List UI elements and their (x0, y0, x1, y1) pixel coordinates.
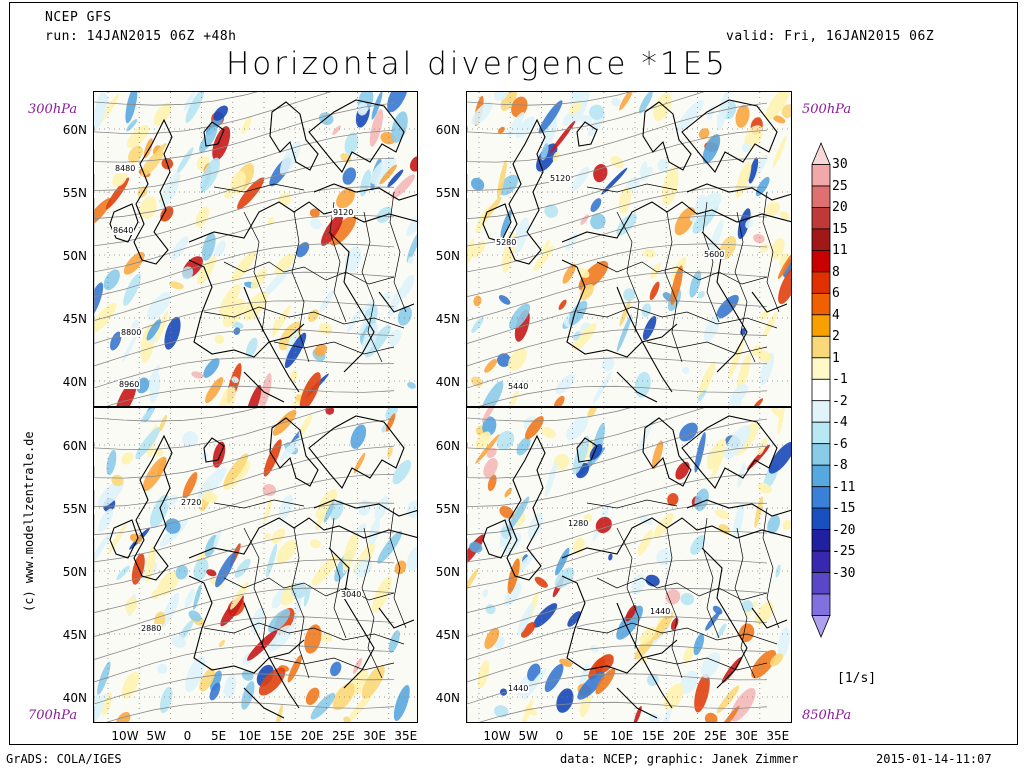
colorbar-label: 1 (832, 351, 840, 366)
lon-tick-label: 15E (641, 729, 665, 743)
lon-tick-label: 15E (269, 729, 293, 743)
lon-tick-label: 5W (146, 729, 166, 743)
level-label-300: 300hPa (28, 102, 78, 117)
lat-tick-label: 55N (435, 186, 460, 200)
lat-tick-label: 60N (62, 123, 87, 137)
lon-tick-label: 0 (555, 729, 564, 743)
map-panel-700hpa: 2720 3040 2880 (93, 407, 418, 723)
colorbar-label: 15 (832, 222, 848, 237)
colorbar-label: -1 (832, 372, 848, 387)
lat-tick-label: 55N (62, 502, 87, 516)
contour-label: 5120 (549, 174, 572, 183)
level-label-500: 500hPa (802, 102, 852, 117)
lat-tick-label: 60N (435, 123, 460, 137)
valid-time: valid: Fri, 16JAN2015 06Z (726, 29, 935, 44)
contour-label: 2880 (140, 624, 163, 633)
contour-label: 2720 (180, 498, 203, 507)
colorbar-label: -8 (832, 458, 848, 473)
lon-tick-label: 30E (363, 729, 387, 743)
lon-tick-label: 10E (238, 729, 262, 743)
lat-tick-label: 45N (435, 312, 460, 326)
contour-label: 1440 (649, 607, 672, 616)
map-panel-850hpa: 1280 1440 1440 (466, 407, 792, 723)
run-info: run: 14JAN2015 06Z +48h (45, 29, 237, 44)
lat-tick-label: 60N (62, 439, 87, 453)
lon-tick-label: 0 (183, 729, 192, 743)
colorbar-label: 25 (832, 179, 848, 194)
lon-tick-label: 10W (111, 729, 139, 743)
contour-label: 9120 (332, 208, 355, 217)
lat-tick-label: 60N (435, 439, 460, 453)
map-panel-500hpa: 5120 5280 5600 5440 (466, 91, 792, 407)
figure-frame (9, 2, 1018, 745)
colorbar-label: 11 (832, 243, 848, 258)
colorbar-label: 2 (832, 329, 840, 344)
colorbar-label: -30 (832, 566, 856, 581)
lat-tick-label: 40N (62, 691, 87, 705)
level-label-850: 850hPa (802, 708, 852, 723)
grads-credit: GrADS: COLA/IGES (6, 752, 122, 766)
lat-tick-label: 45N (435, 628, 460, 642)
map-title: Horizontal divergence *1E5 (226, 46, 728, 82)
colorbar-label: -25 (832, 544, 856, 559)
lon-tick-label: 20E (672, 729, 696, 743)
lon-tick-label: 5E (582, 729, 599, 743)
colorbar-label: -4 (832, 415, 848, 430)
contour-label: 8480 (114, 164, 137, 173)
lon-tick-label: 5E (210, 729, 227, 743)
lat-tick-label: 40N (62, 375, 87, 389)
lat-tick-label: 40N (435, 691, 460, 705)
colorbar-label: -11 (832, 480, 856, 495)
colorbar-label: 6 (832, 286, 840, 301)
lat-tick-label: 50N (62, 249, 87, 263)
contour-label: 8960 (118, 380, 141, 389)
lat-tick-label: 45N (62, 628, 87, 642)
lat-tick-label: 50N (62, 565, 87, 579)
lon-tick-label: 10E (610, 729, 634, 743)
colorbar-label: 4 (832, 308, 840, 323)
contour-label: 1440 (507, 684, 530, 693)
lat-tick-label: 50N (435, 249, 460, 263)
lat-tick-label: 45N (62, 312, 87, 326)
copyright-credit: (c) www.modellzentrale.de (22, 431, 36, 612)
colorbar-label: -20 (832, 523, 856, 538)
colorbar-label: -15 (832, 501, 856, 516)
lon-tick-label: 10W (483, 729, 511, 743)
lon-tick-label: 35E (394, 729, 418, 743)
lat-tick-label: 55N (62, 186, 87, 200)
colorbar-label: -6 (832, 437, 848, 452)
contour-label: 5440 (507, 382, 530, 391)
contour-label: 8640 (112, 226, 135, 235)
map-panel-300hpa: 8480 8640 9120 8800 8960 (93, 91, 418, 407)
colorbar-label: 8 (832, 265, 840, 280)
lon-tick-label: 20E (300, 729, 324, 743)
contour-label: 8800 (120, 328, 143, 337)
lon-tick-label: 30E (735, 729, 759, 743)
lat-tick-label: 40N (435, 375, 460, 389)
colorbar-label: -2 (832, 394, 848, 409)
lon-tick-label: 5W (518, 729, 538, 743)
colorbar-unit: [1/s] (837, 671, 877, 686)
contour-label: 5280 (495, 238, 518, 247)
colorbar-label: 20 (832, 200, 848, 215)
timestamp: 2015-01-14-11:07 (876, 752, 992, 766)
contour-label: 5600 (703, 250, 726, 259)
lon-tick-label: 25E (703, 729, 727, 743)
lon-tick-label: 35E (766, 729, 790, 743)
colorbar-label: 30 (832, 157, 848, 172)
lat-tick-label: 50N (435, 565, 460, 579)
contour-label: 1280 (567, 519, 590, 528)
model-name: NCEP GFS (45, 10, 112, 25)
data-credit: data: NCEP; graphic: Janek Zimmer (560, 752, 799, 766)
colorbar (811, 141, 831, 639)
lat-tick-label: 55N (435, 502, 460, 516)
lon-tick-label: 25E (331, 729, 355, 743)
contour-label: 3040 (340, 590, 363, 599)
level-label-700: 700hPa (28, 708, 78, 723)
